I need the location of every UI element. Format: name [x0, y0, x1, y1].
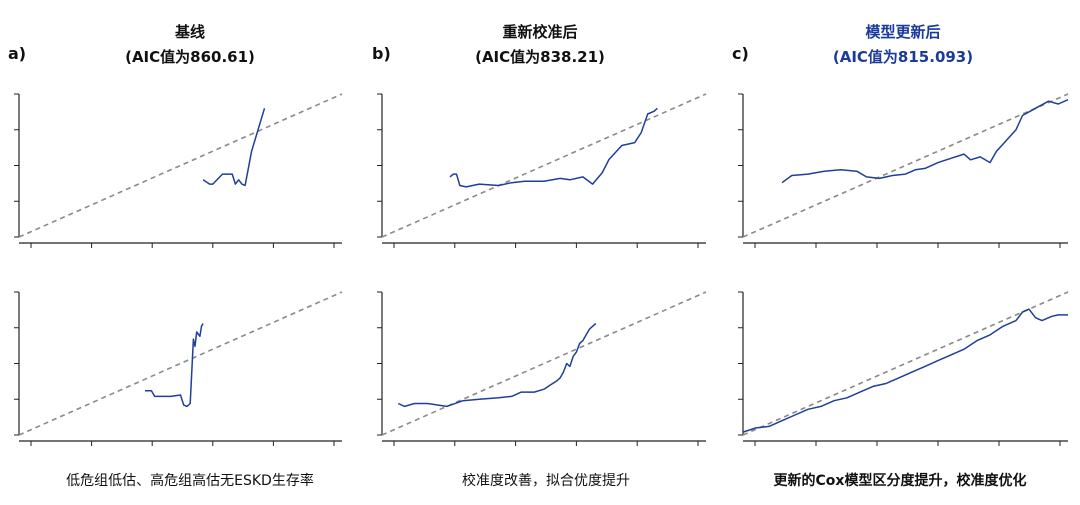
calibration-curve: [781, 99, 1069, 184]
title-a: 基线: [174, 23, 205, 41]
caption-c: 更新的Cox模型区分度提升，校准度优化: [773, 473, 1027, 489]
column-title-b: 重新校准后 (AIC值为838.21): [370, 20, 710, 70]
subtitle-a: (AIC值为860.61): [125, 48, 255, 66]
reference-diagonal: [742, 291, 1069, 436]
calibration-plots: [14, 93, 1069, 446]
subtitle-b: (AIC值为838.21): [475, 48, 605, 66]
calibration-curve: [202, 108, 266, 187]
calibration-curve: [742, 308, 1068, 433]
title-b: 重新校准后: [502, 23, 578, 41]
column-title-c: 模型更新后 (AIC值为815.093): [733, 20, 1073, 70]
caption-b: 校准度改善，拟合优度提升: [462, 473, 630, 489]
calibration-curve: [449, 107, 658, 188]
reference-diagonal: [381, 291, 707, 436]
title-c: 模型更新后: [865, 23, 941, 41]
panel-tag-a: a): [8, 44, 27, 63]
reference-diagonal: [381, 93, 707, 238]
reference-diagonal: [18, 93, 343, 238]
panel-tag-c: c): [732, 44, 749, 63]
reference-diagonal: [18, 291, 343, 436]
calibration-curve: [145, 323, 204, 408]
panel-tag-b: b): [372, 44, 391, 63]
column-title-a: 基线 (AIC值为860.61): [20, 20, 360, 70]
reference-diagonal: [742, 93, 1069, 238]
subtitle-c: (AIC值为815.093): [832, 48, 974, 66]
caption-a: 低危组低估、高危组高估无ESKD生存率: [66, 473, 314, 489]
calibration-curve: [397, 322, 597, 408]
